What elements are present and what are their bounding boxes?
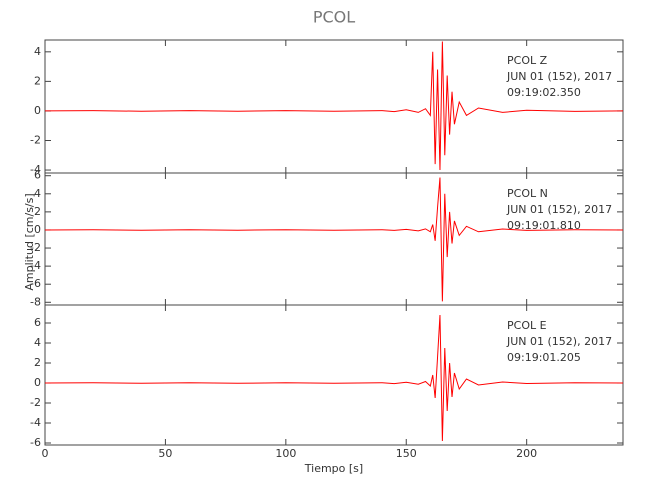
y-tick-label: 0 bbox=[34, 104, 41, 117]
y-tick-label: -4 bbox=[30, 163, 41, 176]
y-tick-label: -2 bbox=[30, 396, 41, 409]
chart-title: PCOL bbox=[313, 8, 355, 27]
y-tick-label: 0 bbox=[34, 376, 41, 389]
annotation: JUN 01 (152), 2017 bbox=[506, 203, 612, 216]
y-tick-label: 0 bbox=[34, 223, 41, 236]
y-tick-label: -6 bbox=[30, 277, 41, 290]
x-tick-label: 150 bbox=[396, 447, 417, 460]
y-tick-label: -6 bbox=[30, 436, 41, 449]
y-tick-label: -2 bbox=[30, 241, 41, 254]
waveform bbox=[44, 177, 624, 302]
x-axis-label: Tiempo [s] bbox=[304, 462, 363, 475]
x-tick-label: 100 bbox=[275, 447, 296, 460]
y-axis-label: Amplitud [cm/s/s] bbox=[23, 193, 36, 290]
waveform bbox=[44, 314, 624, 442]
y-tick-label: -4 bbox=[30, 259, 41, 272]
y-tick-label: -2 bbox=[30, 133, 41, 146]
annotation: PCOL N bbox=[507, 187, 548, 200]
y-tick-label: -8 bbox=[30, 295, 41, 308]
x-tick-label: 50 bbox=[158, 447, 172, 460]
annotation: 09:19:01.810 bbox=[507, 219, 581, 232]
x-tick-label: 200 bbox=[516, 447, 537, 460]
y-tick-label: 6 bbox=[34, 169, 41, 182]
annotation: 09:19:01.205 bbox=[507, 351, 581, 364]
annotation: PCOL Z bbox=[507, 54, 548, 67]
y-tick-label: 6 bbox=[34, 316, 41, 329]
y-tick-label: 4 bbox=[34, 336, 41, 349]
annotation: 09:19:02.350 bbox=[507, 86, 581, 99]
y-tick-label: 4 bbox=[34, 45, 41, 58]
y-tick-label: 2 bbox=[34, 205, 41, 218]
panel-frame bbox=[44, 304, 624, 446]
y-tick-label: -4 bbox=[30, 416, 41, 429]
annotation: JUN 01 (152), 2017 bbox=[506, 70, 612, 83]
y-tick-label: 4 bbox=[34, 187, 41, 200]
x-tick-label: 0 bbox=[42, 447, 49, 460]
y-tick-label: 2 bbox=[34, 356, 41, 369]
waveform bbox=[44, 41, 624, 171]
y-tick-label: 2 bbox=[34, 74, 41, 87]
annotation: PCOL E bbox=[507, 319, 547, 332]
annotation: JUN 01 (152), 2017 bbox=[506, 335, 612, 348]
